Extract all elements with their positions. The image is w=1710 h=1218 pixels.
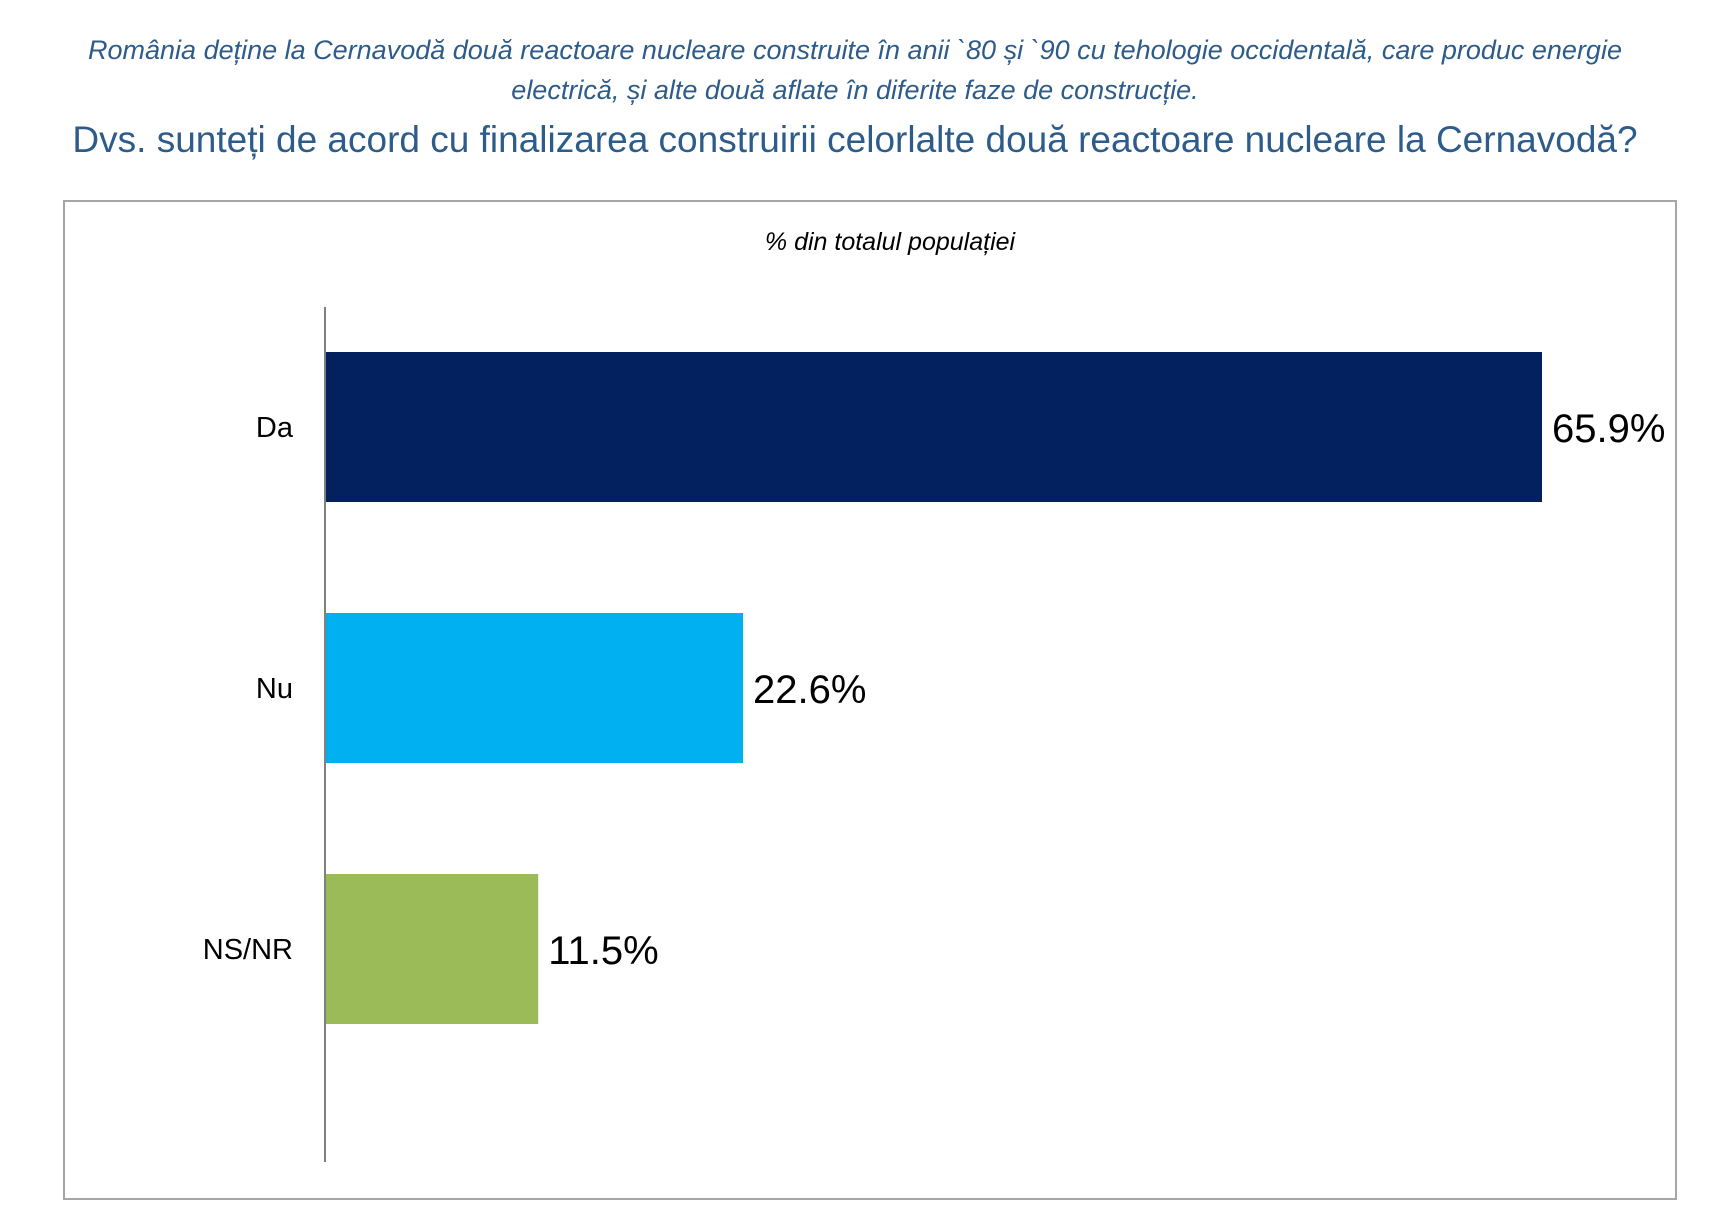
value-label: 65.9% xyxy=(1552,407,1665,451)
bar-da xyxy=(326,352,1542,502)
bar-nu xyxy=(326,613,744,763)
value-label: 22.6% xyxy=(753,668,866,712)
chart-subtitle: % din totalul populației xyxy=(765,228,1017,256)
chart-header: România deține la Cernavodă două reactoa… xyxy=(0,30,1710,164)
category-label: NS/NR xyxy=(203,934,293,966)
bar-ns-nr xyxy=(326,874,539,1024)
category-label: Da xyxy=(256,412,294,444)
chart-frame: % din totalul populației Da 65.9% Nu 22.6% N… xyxy=(63,200,1677,1200)
bars-layer: Da 65.9% Nu 22.6% NS/NR 11.5% xyxy=(203,352,1665,1024)
question-title: Dvs. sunteți de acord cu finalizarea con… xyxy=(72,119,1638,160)
bar-chart: % din totalul populației Da 65.9% Nu 22.6% N… xyxy=(203,228,1665,1162)
intro-text: România deține la Cernavodă două reactoa… xyxy=(88,35,1622,105)
value-label: 11.5% xyxy=(548,929,658,973)
category-label: Nu xyxy=(256,673,293,705)
